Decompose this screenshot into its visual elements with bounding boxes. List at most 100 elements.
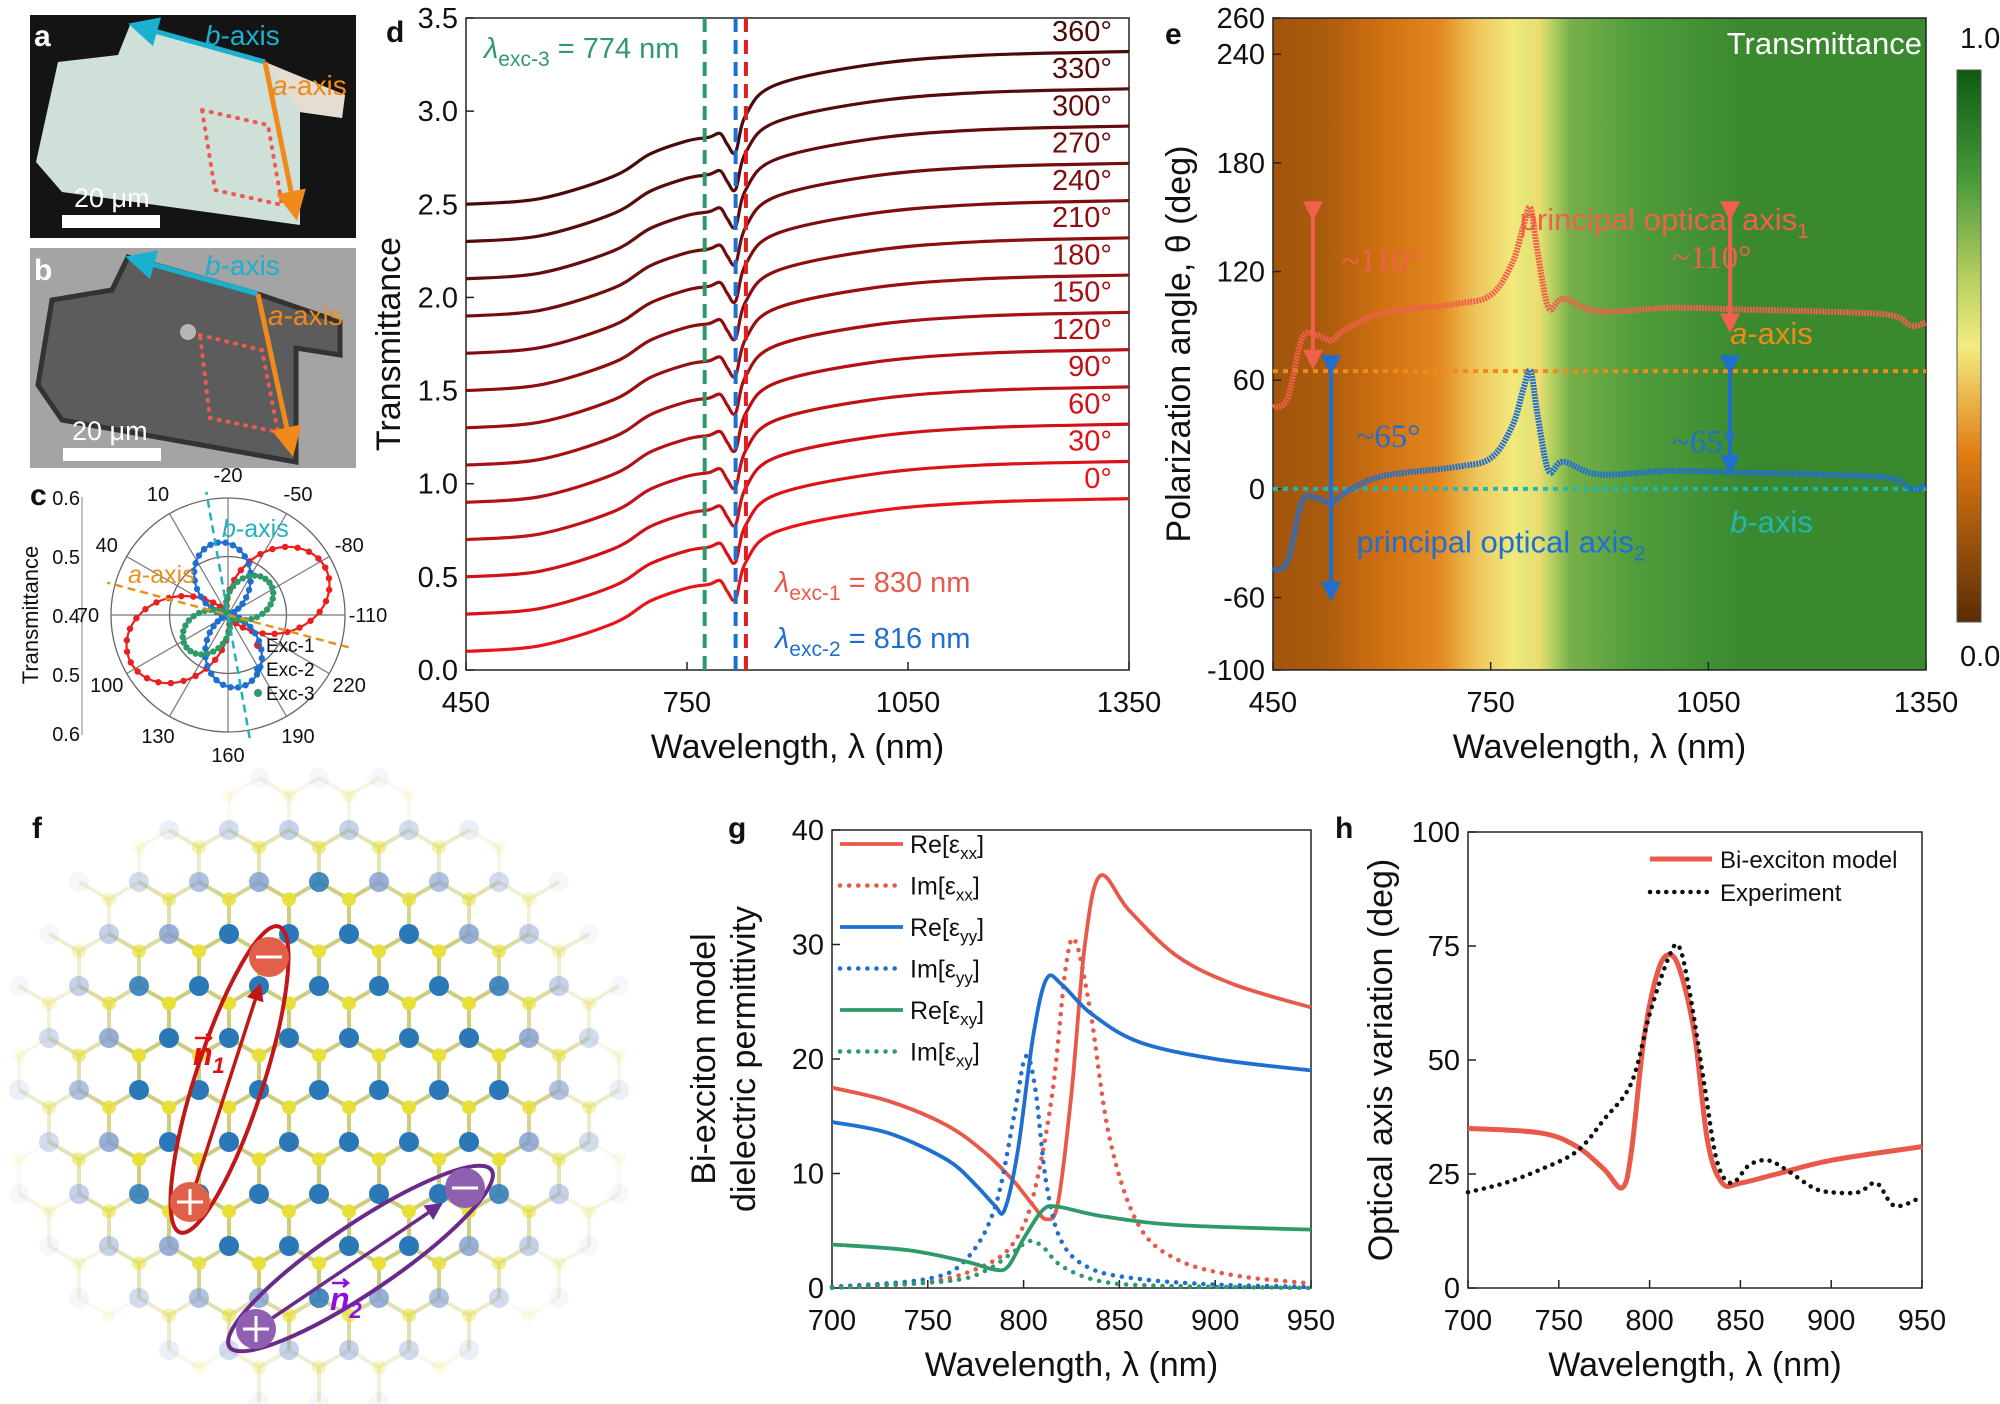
bond xyxy=(197,1348,231,1370)
metal-atom xyxy=(279,1028,299,1048)
metal-atom xyxy=(369,976,389,996)
polar-point-exc-2 xyxy=(241,553,249,560)
polar-point-exc-2 xyxy=(213,676,220,684)
colorbar-title: Transmittance xyxy=(1727,26,1922,61)
transmittance-heatmap xyxy=(1273,18,1926,670)
y-tick-label: 260 xyxy=(1217,3,1265,35)
panel-label-h: h xyxy=(1335,812,1353,845)
polar-point-exc-1 xyxy=(294,544,301,551)
metal-atom xyxy=(129,1080,149,1100)
chalcogen-atom xyxy=(222,788,236,803)
y-tick-label: 40 xyxy=(792,815,824,847)
spectrum-8 xyxy=(465,198,1130,355)
angle-label: 360° xyxy=(1052,16,1112,48)
x-tick-label: 750 xyxy=(1535,1305,1583,1337)
y-tick-label: 120 xyxy=(1217,257,1265,289)
chalcogen-atom xyxy=(222,892,236,907)
metal-atom xyxy=(429,1080,449,1100)
metal-atom xyxy=(579,1132,599,1152)
principal-axis-1-label: principal optical axis1 xyxy=(1520,202,1809,243)
angle-tick-label: 100 xyxy=(90,675,123,697)
chalcogen-atom xyxy=(42,1100,56,1115)
spectrum-12 xyxy=(465,49,1130,206)
bond xyxy=(407,828,441,850)
radial-tick-label: 0.6 xyxy=(52,488,80,510)
polar-spoke xyxy=(168,513,229,616)
metal-atom xyxy=(339,1028,359,1048)
polar-point-exc-2 xyxy=(203,636,211,644)
a-axis-arrow xyxy=(255,293,302,457)
b-axis-label: b-axis xyxy=(205,20,280,51)
metal-atom xyxy=(309,1184,329,1204)
y-tick-label: 30 xyxy=(792,930,824,962)
axis-letter: b xyxy=(1730,504,1747,539)
bond xyxy=(287,1348,321,1370)
legend-prefix: Re[ε xyxy=(910,997,960,1025)
b-axis-label: b-axis xyxy=(222,515,289,543)
legend-label: Experiment xyxy=(1720,880,1842,907)
chalcogen-atom xyxy=(162,892,176,907)
chalcogen-atom xyxy=(282,788,296,803)
metal-atom xyxy=(579,924,599,944)
metal-atom xyxy=(489,1184,509,1204)
polar-point-exc-1 xyxy=(239,624,247,631)
metal-atom xyxy=(429,872,449,892)
metal-atom xyxy=(189,1288,209,1308)
y-axis-title: Optical axis variation (deg) xyxy=(1362,859,1400,1262)
chalcogen-atom xyxy=(102,1100,116,1115)
radial-axis-title: Transmittance xyxy=(18,546,43,685)
chalcogen-atom xyxy=(102,892,116,907)
chalcogen-atom xyxy=(192,840,206,855)
metal-atom xyxy=(219,1132,239,1152)
chalcogen-atom xyxy=(402,788,416,803)
polar-point-exc-2 xyxy=(239,600,246,607)
bond xyxy=(587,1192,621,1214)
bond xyxy=(77,880,111,902)
metal-atom xyxy=(159,1340,179,1360)
metal-atom xyxy=(609,1080,629,1100)
legend-label: Re[εyy] xyxy=(910,914,984,946)
polar-point-exc-2 xyxy=(206,629,214,636)
chalcogen-atom xyxy=(72,1048,86,1063)
polar-point-exc-3 xyxy=(219,640,227,647)
chalcogen-atom xyxy=(132,840,146,855)
y-tick-label: 20 xyxy=(792,1044,824,1076)
legend-label: Re[εxx] xyxy=(910,831,984,863)
bond xyxy=(377,1348,411,1370)
metal-atom xyxy=(279,1340,299,1360)
metal-atom xyxy=(39,1236,59,1256)
panel-h-optical-axis: h 700 750 800 850 900 950 0 25 50 75 100 Wavelength,… xyxy=(1335,812,1946,1384)
polar-point-exc-3 xyxy=(270,589,277,597)
angle-tick-label: 160 xyxy=(211,745,244,767)
bond xyxy=(407,1348,441,1370)
metal-atom xyxy=(189,872,209,892)
radial-tick-label: 0.5 xyxy=(52,547,80,569)
bond xyxy=(557,984,591,1006)
y-tick-label: 0.0 xyxy=(418,655,458,687)
subscript: xx xyxy=(960,844,978,863)
bond xyxy=(17,1088,51,1110)
polar-point-exc-1 xyxy=(269,545,276,553)
polar-point-exc-2 xyxy=(258,655,265,662)
x-tick-label: 1350 xyxy=(1097,687,1162,719)
chalcogen-atom xyxy=(312,1048,326,1063)
chalcogen-atom xyxy=(492,1152,506,1167)
axis-suffix: -axis xyxy=(142,561,195,589)
excitation-annotation: λexc-2 = 816 nm xyxy=(773,623,970,661)
exciton-2-dipole-arrow xyxy=(255,1202,443,1331)
y-tick-label: 2.0 xyxy=(418,282,458,314)
metal-atom xyxy=(129,1288,149,1308)
bond xyxy=(17,1140,51,1162)
chalcogen-atom xyxy=(432,840,446,855)
chalcogen-atom xyxy=(282,892,296,907)
metal-atom xyxy=(249,768,269,788)
polar-point-exc-2 xyxy=(222,539,229,546)
chalcogen-atom xyxy=(402,1204,416,1219)
polar-point-exc-3 xyxy=(239,575,246,582)
metal-atom xyxy=(249,1392,269,1404)
metal-atom xyxy=(609,1184,629,1204)
polar-point-exc-3 xyxy=(263,606,271,613)
chalcogen-atom xyxy=(102,1308,116,1323)
legend-label: Im[εyy] xyxy=(910,956,980,988)
